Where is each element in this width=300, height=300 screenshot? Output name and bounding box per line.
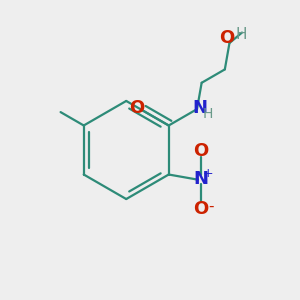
Text: H: H [236,27,247,42]
Text: O: O [193,142,208,160]
Text: O: O [220,29,235,47]
Text: -: - [208,198,214,213]
Text: N: N [194,170,208,188]
Text: O: O [129,99,144,117]
Text: O: O [193,200,208,217]
Text: N: N [192,99,207,117]
Text: +: + [203,167,214,180]
Text: H: H [202,107,213,122]
